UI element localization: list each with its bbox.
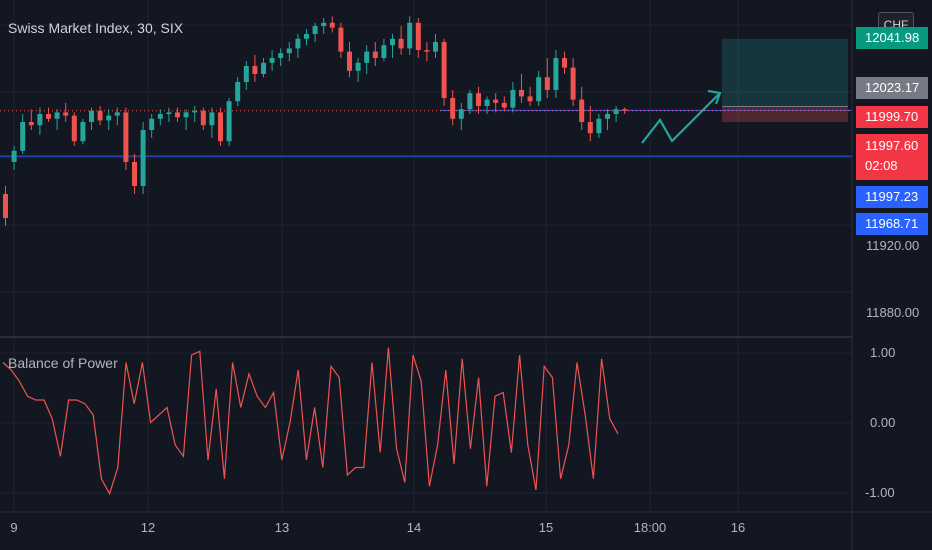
time-tick: 14 [407,520,421,535]
candle-body [72,116,77,142]
candle-body [175,112,180,117]
candle-body [12,151,17,162]
candle-body [313,26,318,34]
candle-body [80,122,85,141]
candle-body [115,112,120,115]
bar-countdown: 02:08 [865,156,928,176]
candle-body [123,112,128,162]
candle-body [46,114,51,119]
price-tick: 11920.00 [866,238,919,253]
candle-body [287,48,292,53]
candle-body [424,50,429,52]
candle-body [467,93,472,109]
candle-body [141,130,146,186]
candle-body [605,114,610,119]
forecast-arrow [642,93,720,143]
position-profit-zone [722,39,848,107]
candle-body [476,93,481,106]
candle-body [184,112,189,117]
candle-body [158,114,163,119]
time-tick: 12 [141,520,155,535]
position-loss-zone [722,106,848,122]
time-tick: 16 [731,520,745,535]
candle-body [321,23,326,26]
candle-body [304,34,309,39]
hline-badge-2: 11968.71 [856,213,928,235]
candle-body [89,111,94,122]
candle-body [218,112,223,141]
candle-body [166,112,171,114]
candle-body [536,77,541,101]
candle-body [261,63,266,74]
candle-body [252,66,257,74]
time-tick: 9 [10,520,17,535]
current-price-badge: 11997.60 02:08 [856,134,928,180]
bop-tick: 1.00 [870,345,895,360]
candle-body [278,53,283,58]
candle-body [459,109,464,119]
indicator-title[interactable]: Balance of Power [8,355,118,371]
candle-body [433,42,438,52]
candle-body [562,58,567,68]
candle-body [381,45,386,58]
candle-body [201,111,206,125]
candle-body [338,28,343,52]
candle-body [20,122,25,151]
candle-body [330,23,335,28]
candle-body [399,39,404,49]
candle-body [55,112,60,118]
candle-body [502,103,507,108]
candle-body [493,100,498,103]
candle-body [596,119,601,133]
candle-body [614,109,619,114]
candle-body [390,39,395,45]
candle-body [416,23,421,50]
candle-body [29,122,34,125]
bop-tick: 0.00 [870,415,895,430]
candle-body [192,111,197,113]
candle-body [106,116,111,121]
symbol-title[interactable]: Swiss Market Index, 30, SIX [8,20,183,36]
candle-body [244,66,249,82]
candle-body [356,63,361,71]
candle-body [571,68,576,100]
candle-body [295,39,300,49]
candle-body [373,52,378,58]
candle-body [227,101,232,141]
candle-body [132,162,137,186]
candle-body [450,98,455,119]
target-price-badge: 12041.98 [856,27,928,49]
candle-body [209,112,214,125]
candle-body [519,90,524,96]
stop-price-badge: 11999.70 [856,106,928,128]
candle-body [347,52,352,71]
current-price-value: 11997.60 [865,136,928,156]
candle-body [510,90,515,108]
candle-body [98,111,103,121]
candle-body [37,114,42,125]
last-close-badge: 12023.17 [856,77,928,99]
candle-body [528,96,533,101]
bop-tick: -1.00 [865,485,895,500]
candle-body [553,58,558,90]
candle-body [3,194,8,218]
candle-body [149,119,154,130]
candle-body [364,52,369,63]
time-tick: 18:00 [634,520,667,535]
candle-body [485,100,490,106]
candle-body [442,42,447,98]
price-tick: 11880.00 [866,305,919,320]
candle-body [63,112,68,115]
candle-body [579,100,584,122]
time-tick: 15 [539,520,553,535]
candle-body [407,23,412,49]
candle-body [270,58,275,63]
candle-body [235,82,240,101]
candle-body [588,122,593,133]
time-tick: 13 [275,520,289,535]
hline-badge-1: 11997.23 [856,186,928,208]
candle-body [622,109,627,111]
candle-body [545,77,550,90]
